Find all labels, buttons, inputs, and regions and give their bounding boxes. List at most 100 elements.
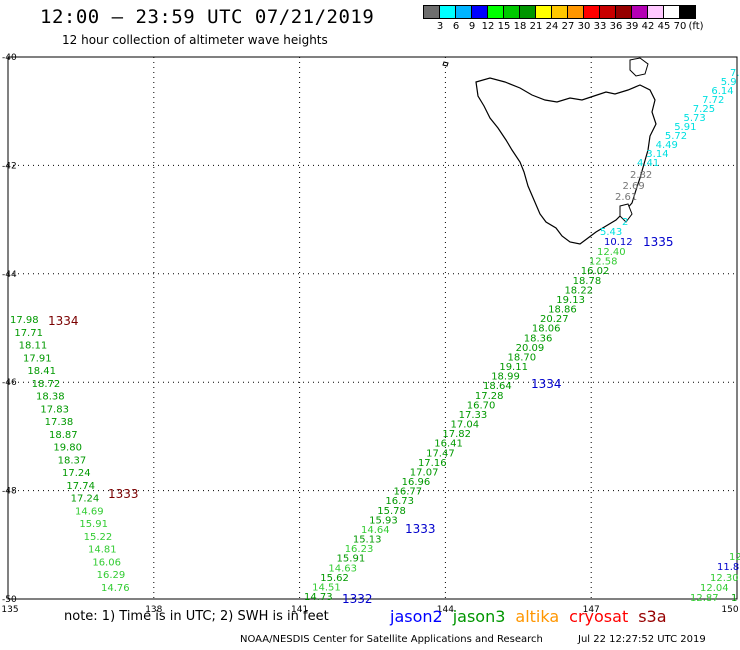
wave-height-label: 5.91 bbox=[674, 122, 696, 133]
wave-height-label: 12.04 bbox=[700, 583, 729, 594]
wave-height-label: 17.28 bbox=[475, 391, 504, 402]
colorbar-label: 18 bbox=[513, 21, 527, 32]
wave-height-label: 16.23 bbox=[345, 544, 374, 555]
wave-height-label: 11.8 bbox=[717, 562, 739, 573]
colorbar-label: 30 bbox=[577, 21, 591, 32]
orbit-number-label: 1333 bbox=[108, 487, 139, 501]
colorbar-label: 27 bbox=[561, 21, 575, 32]
wave-height-label: 17.83 bbox=[40, 404, 69, 415]
wave-height-label: 16.73 bbox=[385, 496, 414, 507]
colorbar-label: 45 bbox=[657, 21, 671, 32]
colorbar-label: 42 bbox=[641, 21, 655, 32]
wave-height-label: 17.16 bbox=[418, 458, 447, 469]
island-small bbox=[442, 61, 449, 67]
wave-height-label: 2.61 bbox=[615, 192, 637, 203]
colorbar-label: 3 bbox=[436, 21, 444, 32]
colorbar-label: 9 bbox=[468, 21, 476, 32]
wave-height-label: 18.37 bbox=[58, 455, 87, 466]
lat-tick-label: -42 bbox=[2, 161, 17, 171]
generated-timestamp: Jul 22 12:27:52 UTC 2019 bbox=[578, 634, 706, 645]
colorbar bbox=[423, 5, 696, 19]
colorbar-label: 39 bbox=[625, 21, 639, 32]
legend-note: note: 1) Time is in UTC; 2) SWH is in fe… bbox=[64, 609, 329, 624]
wave-height-label: 18.78 bbox=[573, 276, 602, 287]
satellite-legend-item: jason3 bbox=[452, 607, 506, 626]
satellite-legend-item: cryosat bbox=[569, 607, 629, 626]
wave-height-label: 17.07 bbox=[410, 467, 439, 478]
wave-height-label: 18.36 bbox=[524, 333, 553, 344]
wave-height-label: 16.29 bbox=[97, 570, 126, 581]
orbit-number-label: 1335 bbox=[643, 235, 674, 249]
colorbar-label: 12 bbox=[481, 21, 495, 32]
wave-height-label: 5.43 bbox=[600, 227, 622, 238]
wave-height-label: 17.33 bbox=[459, 410, 488, 421]
lon-tick-label: 135 bbox=[1, 605, 18, 615]
wave-height-label: 15.62 bbox=[320, 573, 349, 584]
colorbar-label: 21 bbox=[529, 21, 543, 32]
wave-height-label: 12 bbox=[729, 552, 740, 563]
wave-height-label: 18.64 bbox=[483, 381, 512, 392]
wave-height-label: 7.72 bbox=[702, 95, 724, 106]
wave-height-label: 16.41 bbox=[434, 439, 463, 450]
wave-height-label: 12.30 bbox=[710, 573, 739, 584]
wave-height-label: 14.69 bbox=[75, 506, 104, 517]
wave-height-label: 1 bbox=[731, 593, 737, 604]
lat-tick-label: -46 bbox=[2, 378, 17, 388]
wave-height-label: 18.70 bbox=[507, 352, 536, 363]
wave-height-label: 18.99 bbox=[491, 372, 520, 383]
wave-height-label: 17.74 bbox=[66, 481, 95, 492]
wave-height-label: 18.38 bbox=[36, 392, 65, 403]
wave-height-label: 14.64 bbox=[361, 525, 390, 536]
wave-height-label: 20.09 bbox=[516, 343, 545, 354]
wave-height-label: 2.69 bbox=[623, 181, 645, 192]
wave-height-label: 5.72 bbox=[665, 131, 687, 142]
wave-height-label: 17.71 bbox=[14, 328, 43, 339]
map-grid bbox=[8, 57, 737, 599]
wave-height-label: 19.80 bbox=[53, 443, 82, 454]
lon-tick-label: 150 bbox=[721, 605, 738, 615]
wave-height-label: 18.87 bbox=[49, 430, 78, 441]
page-title: 12:00 – 23:59 UTC 07/21/2019 bbox=[40, 6, 375, 28]
map-frame bbox=[7, 56, 738, 600]
lon-tick-label: 138 bbox=[145, 605, 162, 615]
wave-height-label: 16.70 bbox=[467, 400, 496, 411]
wave-height-label: 16.77 bbox=[394, 487, 423, 498]
orbit-number-label: 1334 bbox=[531, 377, 562, 391]
orbit-number-label: 1332 bbox=[342, 592, 373, 606]
island-north bbox=[629, 57, 649, 77]
wave-height-label: 3.14 bbox=[646, 149, 668, 160]
colorbar-labels: 3 6 9 12 15 18 21 24 27 30 33 36 39 42 45 70 (ft) bbox=[423, 21, 740, 35]
tasmania-coastline bbox=[475, 77, 657, 245]
wave-height-label: 17.04 bbox=[451, 420, 480, 431]
colorbar-swatch bbox=[679, 5, 696, 19]
wave-height-label: 7. bbox=[730, 68, 740, 79]
wave-height-label: 17.47 bbox=[426, 448, 455, 459]
lat-tick-label: -50 bbox=[2, 595, 17, 605]
wave-height-label: 14.81 bbox=[88, 545, 117, 556]
lon-tick-label: 144 bbox=[437, 605, 454, 615]
wave-height-label: 15.13 bbox=[353, 535, 382, 546]
wave-height-label: 12.58 bbox=[589, 257, 618, 268]
satellite-legend: jason2 jason3 altika cryosat s3a bbox=[390, 607, 677, 626]
wave-height-label: 18.11 bbox=[19, 341, 48, 352]
orbit-labels: 1334 1333 1335 1334 1333 1332 bbox=[48, 235, 674, 606]
wave-height-label: 15.91 bbox=[337, 554, 366, 565]
wave-height-label: 2.82 bbox=[630, 170, 652, 181]
wave-height-label: 16.06 bbox=[92, 557, 121, 568]
wave-height-label: 4.49 bbox=[656, 140, 678, 151]
wave-height-label: 2 bbox=[622, 217, 628, 228]
credit-line: NOAA/NESDIS Center for Satellite Applica… bbox=[240, 634, 543, 645]
wave-height-label: 18.41 bbox=[27, 366, 56, 377]
wave-height-label: 17.91 bbox=[23, 353, 52, 364]
wave-height-label: 4.41 bbox=[637, 158, 659, 169]
wave-height-label: 19.13 bbox=[556, 295, 585, 306]
lat-tick-label: -40 bbox=[2, 53, 17, 63]
wave-height-label: 14.51 bbox=[312, 582, 341, 593]
wave-height-label: 5.73 bbox=[684, 113, 706, 124]
colorbar-label: 6 bbox=[452, 21, 460, 32]
wave-height-label: 18.86 bbox=[548, 305, 577, 316]
wave-height-label: 15.22 bbox=[84, 532, 113, 543]
lon-tick-label: 141 bbox=[291, 605, 308, 615]
wave-height-label: 17.38 bbox=[45, 417, 74, 428]
